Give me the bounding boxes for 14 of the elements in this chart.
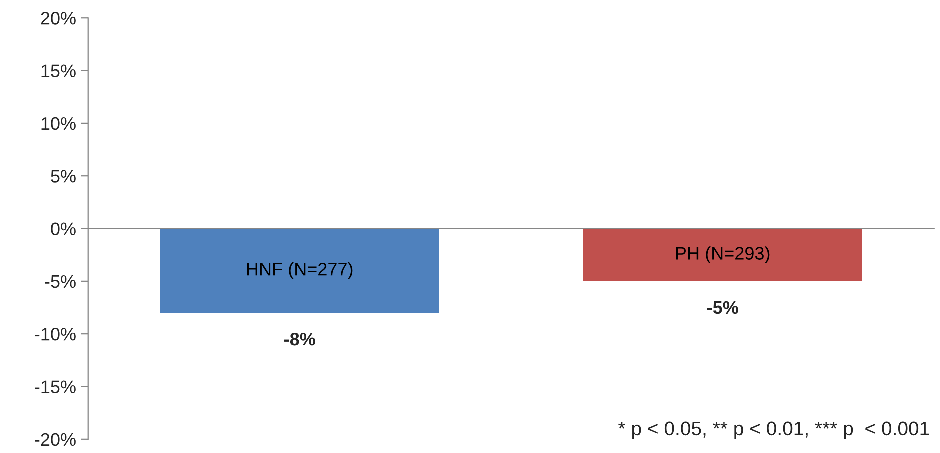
y-tick-label: -10% — [35, 328, 76, 341]
y-tick-label: -20% — [35, 433, 76, 446]
data-label: -5% — [708, 301, 738, 314]
y-tick-label: -15% — [35, 380, 76, 394]
y-tick-label: 20% — [41, 12, 76, 25]
annotation: * p < 0.05, ** p < 0.01, *** p < 0.001 — [618, 422, 930, 440]
x-tick-label: HNF (N=277) — [247, 262, 353, 280]
y-tick-label: 5% — [51, 170, 76, 183]
y-tick-label: 15% — [42, 64, 76, 78]
data-label: -8% — [284, 332, 316, 346]
y-tick-label: -5% — [45, 275, 76, 288]
x-tick-label: PH (N=293) — [676, 246, 770, 264]
y-tick-label: 0% — [51, 222, 76, 236]
y-tick-label: 10% — [42, 117, 76, 130]
